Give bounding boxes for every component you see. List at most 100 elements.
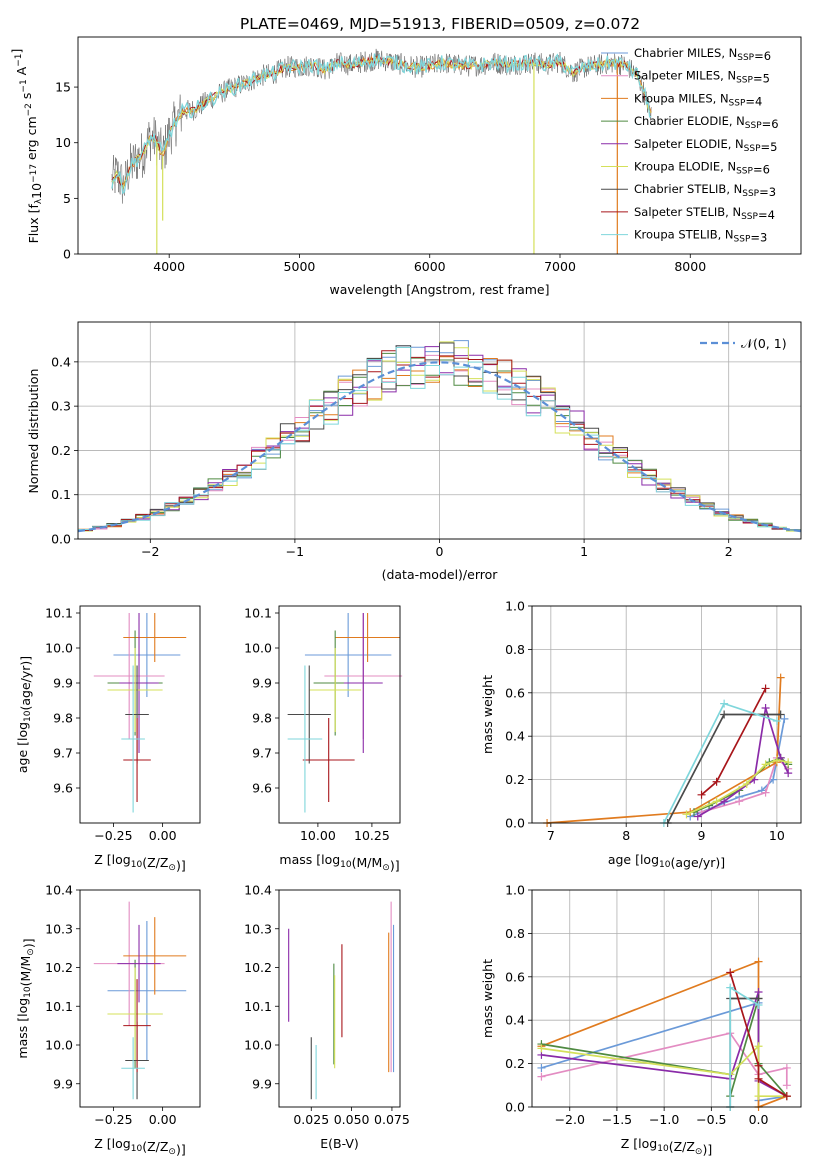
mass-weight-marker-salpeter_stelib	[782, 1092, 791, 1101]
y-tick-label: 0	[63, 247, 71, 262]
x-tick-label: −2	[141, 544, 159, 559]
y-tick-label: 10.4	[244, 883, 272, 898]
mass-weight-marker-salpeter_miles	[735, 797, 744, 806]
y-tick-label: 10.2	[244, 960, 272, 975]
y-tick-label: 9.9	[53, 676, 73, 691]
x-tick-label: −1	[286, 544, 304, 559]
y-tick-label: 0.6	[505, 685, 525, 700]
y-axis-label: age [log10(age/yr)]	[15, 656, 33, 773]
x-axis-label: Z [log10(Z/Z⊙)]	[94, 1136, 185, 1157]
mass-weight-marker-kroupa_elodie	[784, 758, 793, 767]
y-axis-label: Flux [fλ10−17 erg cm−2 s−1 A−1]	[9, 49, 44, 244]
plot-area	[287, 613, 403, 813]
y-tick-label: 9.8	[252, 711, 272, 726]
y-tick-label: 9.6	[252, 781, 272, 796]
plot-area	[111, 48, 652, 254]
x-tick-label: −0.5	[696, 1112, 726, 1127]
x-tick-label: 9	[698, 828, 706, 843]
panel-spectrum: 4000 5000 6000 7000 8000 0 5 10 15 Chabrier MILES…	[9, 36, 802, 297]
x-tick-label: 10	[769, 828, 785, 843]
legend-entry: Salpeter STELIB, NSSP=4	[634, 205, 775, 222]
panel-mass_vs_Z: −0.25 0.00 9.9 10.0 10.1 10.2 10.3 10.4 Z [log10…	[15, 883, 201, 1157]
y-tick-label: 0.8	[505, 926, 525, 941]
residuals-legend: 𝒩(0, 1)	[700, 336, 787, 351]
legend-entry: Salpeter ELODIE, NSSP=5	[634, 137, 777, 154]
plot-area	[93, 613, 187, 813]
x-tick-label: −0.25	[94, 828, 132, 843]
mass-weight-line-chabrier_miles	[689, 718, 786, 818]
mass-weight-marker-kroupa_miles	[776, 673, 785, 682]
y-tick-label: 0.4	[51, 354, 71, 369]
y-tick-label: 15	[55, 80, 71, 95]
x-axis-label: E(B-V)	[320, 1136, 359, 1151]
y-tick-label: 1.0	[505, 599, 525, 614]
x-axis-label: age [log10(age/yr)]	[608, 852, 725, 870]
mass-weight-marker-chabrier_stelib	[776, 710, 785, 719]
y-tick-label: 0.0	[505, 816, 525, 831]
y-tick-label: 10.0	[45, 641, 73, 656]
y-tick-label: 0.8	[505, 642, 525, 657]
plot-area	[543, 673, 793, 827]
y-tick-label: 9.9	[53, 1076, 73, 1091]
y-axis-label: mass weight	[480, 675, 495, 754]
mass-weight-line-kroupa_miles	[547, 677, 782, 824]
mass-weight-marker-kroupa_stelib	[772, 717, 781, 726]
x-tick-label: 8	[622, 828, 630, 843]
y-tick-label: 9.7	[53, 746, 73, 761]
y-tick-label: 0.0	[51, 532, 71, 547]
histogram-kroupa_stelib	[78, 347, 801, 531]
axes-frame	[79, 889, 201, 1108]
spectrum-model-kroupa_miles	[111, 55, 652, 187]
mass-weight-marker-kroupa_elodie	[537, 1044, 546, 1053]
y-tick-label: 10.0	[45, 1038, 73, 1053]
x-tick-label: −0.25	[94, 1112, 132, 1127]
mass-weight-marker-salpeter_miles	[761, 788, 770, 797]
x-tick-label: 0.050	[334, 1112, 370, 1127]
y-tick-label: 9.6	[53, 781, 73, 796]
plot-area	[77, 340, 802, 533]
y-tick-label: 10.0	[244, 641, 272, 656]
mass-weight-marker-salpeter_stelib	[726, 968, 735, 977]
mass-weight-marker-salpeter_elodie	[720, 797, 729, 806]
axes-frame	[278, 889, 401, 1108]
y-tick-label: 9.9	[252, 1076, 272, 1091]
histogram-chabrier_stelib	[78, 342, 801, 531]
legend-entry: 𝒩(0, 1)	[741, 336, 787, 351]
y-tick-label: 10.3	[244, 921, 272, 936]
y-tick-label: 0.0	[505, 1100, 525, 1115]
panel-residuals: −2 −1 0 1 2 0.0 0.1 0.2 0.3 0.4 𝒩(0, 1) (data-model…	[26, 321, 802, 582]
y-axis-label: Normed distribution	[26, 369, 41, 494]
y-tick-label: 10	[55, 135, 71, 150]
x-tick-label: 10.00	[300, 828, 336, 843]
x-tick-label: 6000	[414, 259, 446, 274]
axes-frame	[278, 605, 401, 824]
mass-weight-marker-kroupa_elodie	[754, 1092, 763, 1101]
y-tick-label: 10.1	[45, 999, 73, 1014]
y-tick-label: 5	[63, 191, 71, 206]
mass-weight-marker-salpeter_miles	[782, 1063, 791, 1072]
mass-weight-marker-kroupa_stelib	[754, 1001, 763, 1010]
axes-frame	[531, 605, 802, 824]
mass-weight-marker-salpeter_stelib	[712, 777, 721, 786]
legend-entry: Chabrier ELODIE, NSSP=6	[634, 114, 779, 131]
mass-weight-marker-kroupa_elodie	[712, 797, 721, 806]
y-tick-label: 9.9	[252, 676, 272, 691]
y-tick-label: 10.2	[45, 960, 73, 975]
legend-entry: Kroupa STELIB, NSSP=3	[634, 228, 767, 245]
spectrum-model-kroupa_stelib	[111, 53, 652, 195]
axes-frame	[531, 889, 802, 1108]
plot-area	[93, 901, 187, 1100]
x-tick-label: 2	[725, 544, 733, 559]
x-tick-label: 7000	[544, 259, 576, 274]
y-tick-label: 10.0	[244, 1038, 272, 1053]
x-axis-label: (data-model)/error	[382, 567, 499, 582]
y-tick-label: 10.1	[45, 606, 73, 621]
spectrum-model-kroupa_elodie	[111, 56, 652, 190]
legend-entry: Salpeter MILES, NSSP=5	[634, 69, 770, 86]
mass-weight-marker-salpeter_stelib	[697, 790, 706, 799]
y-tick-label: 10.4	[45, 883, 73, 898]
y-tick-label: 9.8	[53, 711, 73, 726]
y-axis-label: mass weight	[480, 959, 495, 1038]
mass-weight-marker-kroupa_elodie	[772, 756, 781, 765]
x-tick-label: 10.25	[354, 828, 390, 843]
